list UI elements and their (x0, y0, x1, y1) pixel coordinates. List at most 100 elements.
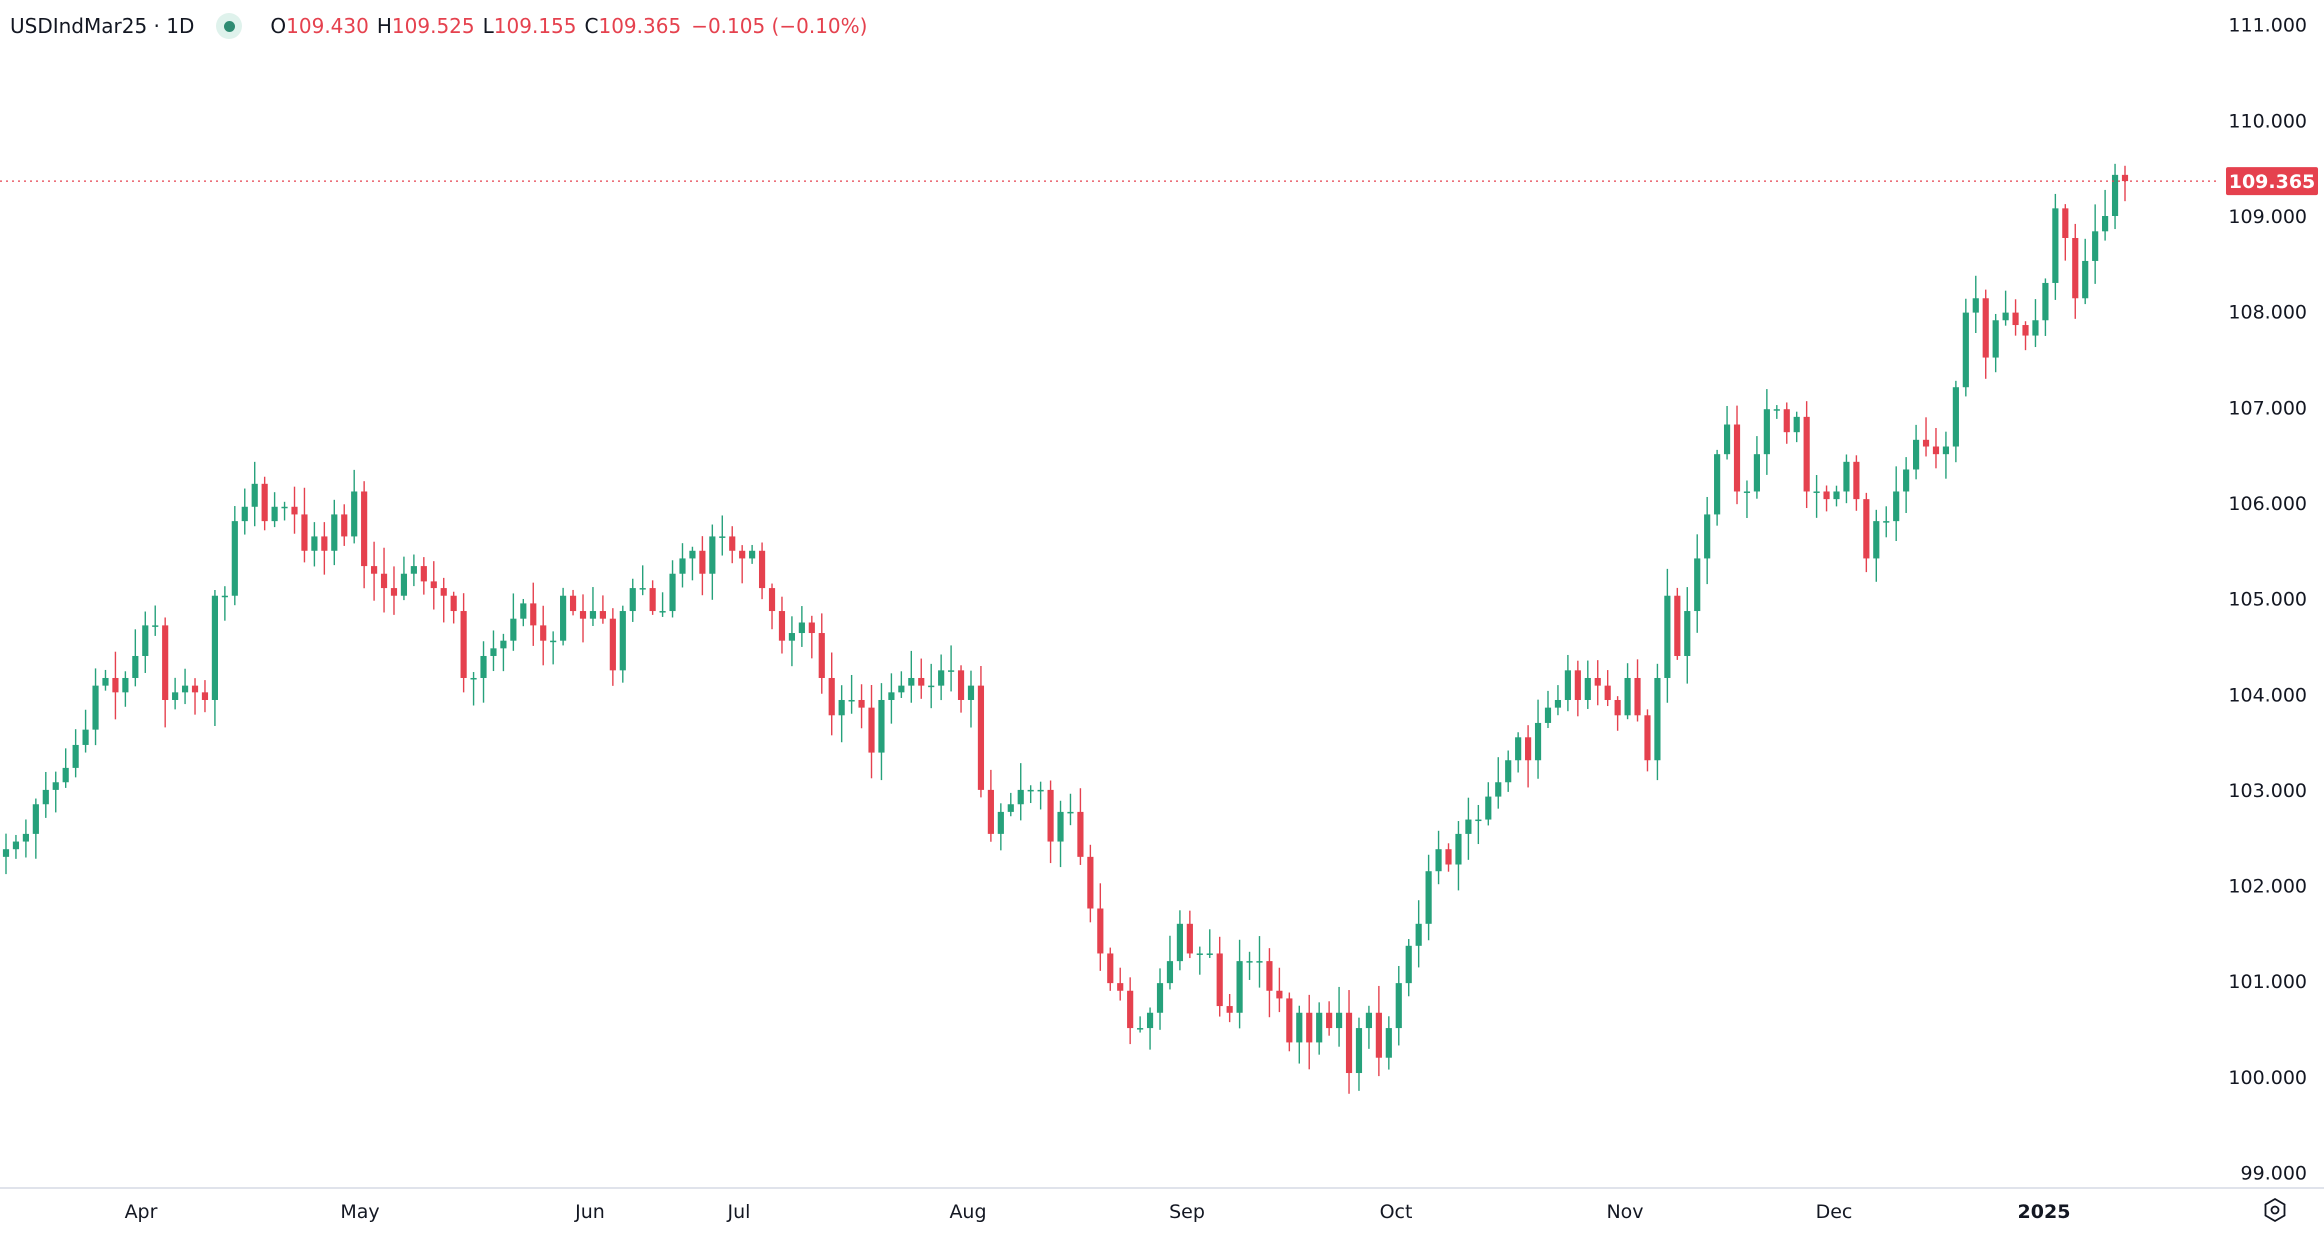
candle-body (2022, 325, 2029, 336)
candle (639, 565, 646, 596)
candle-body (2032, 320, 2039, 336)
candle-body (699, 550, 706, 574)
candle (679, 543, 686, 588)
candle-body (1714, 454, 1721, 515)
candle-body (251, 483, 258, 507)
candle-body (1544, 707, 1552, 723)
candle-body (1216, 953, 1223, 1007)
time-tick-label: Jul (727, 1201, 751, 1223)
candle-body (1246, 961, 1253, 963)
candle (291, 486, 298, 534)
candle (1266, 948, 1273, 1018)
candle-body (231, 521, 238, 596)
candle-body (1326, 1012, 1333, 1029)
candle-body (261, 483, 268, 522)
candle (311, 522, 318, 567)
candle (818, 613, 825, 694)
candle (1107, 947, 1114, 991)
candle (331, 499, 338, 566)
candle (560, 587, 567, 646)
candle (1932, 427, 1940, 469)
price-tick-label: 110.000 (2228, 110, 2307, 132)
candle-body (510, 618, 517, 641)
candle-body (2002, 312, 2009, 321)
candle (888, 673, 895, 724)
candle (1723, 405, 1731, 460)
candle (948, 645, 955, 692)
open-label: O (270, 14, 287, 38)
price-tick-label: 108.000 (2228, 302, 2307, 324)
candle-body (729, 536, 736, 551)
market-status-icon[interactable] (216, 13, 243, 39)
candles (2, 163, 2129, 1094)
symbol-title[interactable]: USDIndMar25 · 1D (10, 14, 195, 38)
candle (1335, 986, 1343, 1047)
candle-body (749, 550, 756, 559)
candle (271, 492, 278, 528)
candle (480, 641, 487, 703)
price-tick-label: 111.000 (2228, 15, 2307, 37)
time-tick-label: Aug (949, 1201, 986, 1223)
candle (181, 668, 189, 705)
candle (162, 617, 169, 728)
candle (1783, 402, 1790, 444)
candle-body (1733, 424, 1741, 492)
candle-body (1853, 461, 1860, 500)
price-axis[interactable]: 111.000 110.000 109.000 108.000 107.000 106.0… (2228, 15, 2307, 1185)
candle-body (440, 588, 447, 596)
settings-gear-icon[interactable] (2262, 1197, 2288, 1223)
candle (1137, 1016, 1144, 1033)
candle (1146, 1007, 1154, 1050)
candle (619, 605, 626, 683)
candle (788, 616, 796, 667)
candle (1853, 455, 1860, 511)
candle-body (321, 536, 328, 551)
candle (768, 583, 776, 630)
candle (778, 596, 786, 654)
candle-body (1873, 521, 1880, 559)
candle-body (1017, 789, 1024, 805)
candle-body (1127, 990, 1134, 1029)
candle-body (967, 685, 975, 700)
candle (1057, 800, 1064, 868)
candle-body (490, 648, 497, 656)
candle (1206, 929, 1213, 958)
candle (1992, 313, 1999, 373)
candle-body (42, 789, 49, 805)
price-tick-label: 103.000 (2228, 780, 2307, 802)
candle-body (778, 611, 786, 641)
candle (569, 589, 577, 616)
candle (1863, 492, 1870, 573)
candle-body (1654, 677, 1661, 761)
candle (2032, 299, 2039, 348)
candle (1604, 670, 1611, 707)
candle (1813, 475, 1820, 518)
candle-body (1594, 677, 1601, 686)
candle (281, 501, 288, 521)
candle (2042, 278, 2049, 336)
candle-body (1415, 923, 1422, 946)
candle-body (1345, 1012, 1353, 1074)
candle (908, 650, 915, 703)
candle-body (1833, 491, 1840, 500)
candle-body (2092, 231, 2099, 261)
candle-body (848, 699, 855, 702)
candle (460, 593, 467, 693)
candle (1385, 1016, 1392, 1070)
candle-body (1365, 1012, 1373, 1029)
candle (2052, 193, 2059, 300)
candle (321, 522, 328, 575)
candle (1097, 883, 1104, 971)
candle-body (1694, 558, 1701, 612)
candle-body (291, 506, 298, 515)
candle (1505, 750, 1512, 792)
candle-body (201, 692, 209, 700)
candle (430, 561, 437, 610)
candle (1823, 485, 1830, 512)
candle-body (2111, 174, 2119, 216)
candle-body (1753, 454, 1760, 492)
time-axis[interactable]: Apr May Jun Jul Aug Sep Oct Nov Dec 2025 (125, 1201, 2071, 1223)
candle (241, 488, 248, 535)
candle (490, 630, 497, 672)
